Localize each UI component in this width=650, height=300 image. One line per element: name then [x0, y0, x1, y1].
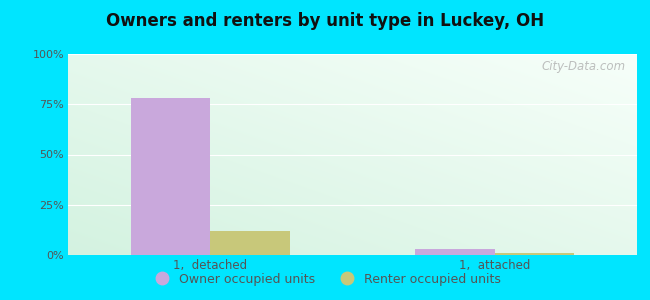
Bar — [131, 98, 211, 255]
Bar — [211, 231, 290, 255]
Legend: Owner occupied units, Renter occupied units: Owner occupied units, Renter occupied un… — [144, 268, 506, 291]
Text: Owners and renters by unit type in Luckey, OH: Owners and renters by unit type in Lucke… — [106, 12, 544, 30]
Text: City-Data.com: City-Data.com — [541, 60, 625, 73]
Bar — [495, 253, 575, 255]
Bar — [415, 249, 495, 255]
